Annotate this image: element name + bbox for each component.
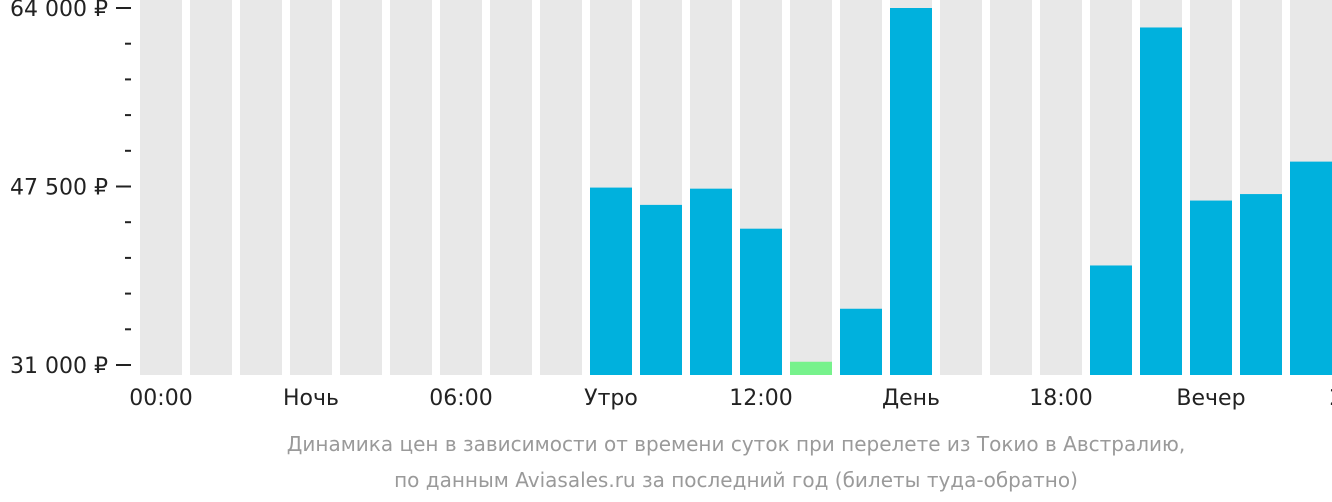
x-tick-label: 12:00 (729, 386, 792, 411)
x-axis: 00:00 Ночь 06:00 Утро 12:00 День 18:00 Вечер 24:… (129, 386, 1332, 411)
background-bar (940, 0, 982, 375)
x-tick-label: 06:00 (429, 386, 492, 411)
background-bar (390, 0, 432, 375)
x-tick-label: День (882, 386, 940, 411)
background-bar (990, 0, 1032, 375)
price-bar (740, 228, 782, 375)
x-tick-label: Утро (584, 386, 638, 411)
background-bar (240, 0, 282, 375)
background-bar (440, 0, 482, 375)
price-bar (590, 187, 632, 375)
x-tick-label: 18:00 (1029, 386, 1092, 411)
x-tick-label: 00:00 (129, 386, 192, 411)
y-tick-label: 64 000 ₽ (10, 0, 108, 22)
background-bar (140, 0, 182, 375)
price-bar (1240, 194, 1282, 375)
price-bar (690, 188, 732, 375)
price-by-time-chart: 64 000 ₽ 47 500 ₽ 31 000 ₽ 00:00 Ночь 06:00 У… (10, 0, 1332, 411)
price-bar (890, 8, 932, 375)
x-tick-label: Ночь (283, 386, 339, 411)
y-axis: 64 000 ₽ 47 500 ₽ 31 000 ₽ (10, 0, 131, 379)
y-tick-label: 47 500 ₽ (10, 176, 108, 201)
background-bar (190, 0, 232, 375)
price-bar (840, 308, 882, 375)
price-bar (640, 204, 682, 375)
price-bar (1090, 265, 1132, 375)
background-bar (790, 0, 832, 375)
chart-caption-line-2: по данным Aviasales.ru за последний год … (394, 468, 1078, 492)
background-bar (540, 0, 582, 375)
background-bar (490, 0, 532, 375)
background-bar (340, 0, 382, 375)
price-bar (1290, 161, 1332, 375)
background-bar (1040, 0, 1082, 375)
price-bar (1140, 27, 1182, 376)
min-price-bar (790, 361, 832, 375)
price-bars (590, 8, 1332, 376)
price-bar (1190, 200, 1232, 375)
chart-caption-line-1: Динамика цен в зависимости от времени су… (286, 432, 1186, 456)
x-tick-label: Вечер (1176, 386, 1245, 411)
x-tick-label: 24:00 (1329, 386, 1332, 411)
background-bar (290, 0, 332, 375)
y-tick-label: 31 000 ₽ (10, 354, 108, 379)
